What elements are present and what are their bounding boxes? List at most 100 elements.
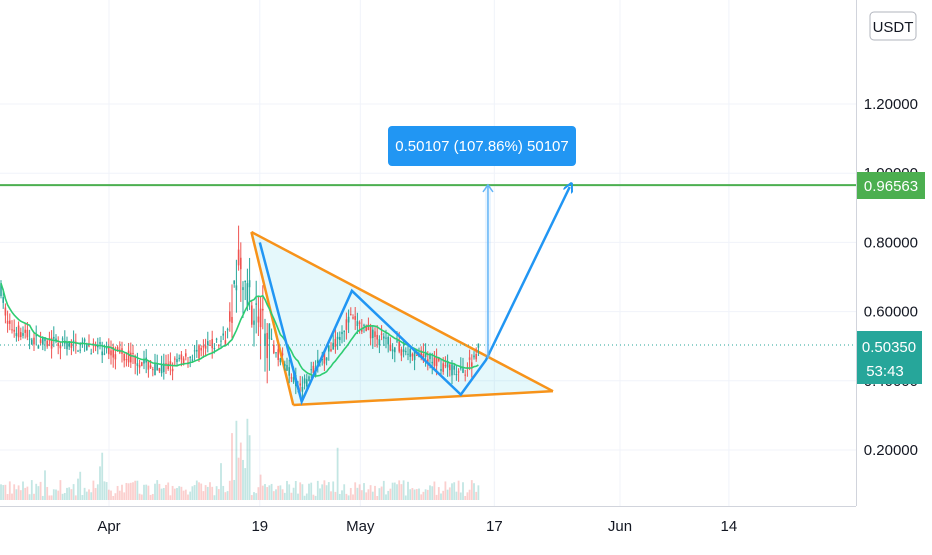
volume-bar xyxy=(343,484,346,500)
volume-bar xyxy=(222,485,225,500)
volume-bar xyxy=(415,489,418,500)
candle-body xyxy=(55,338,57,341)
volume-bar xyxy=(316,480,319,500)
candle-body xyxy=(152,369,154,371)
candle-body xyxy=(292,377,295,383)
candle-body xyxy=(37,345,40,349)
candle-body xyxy=(330,349,332,352)
volume-bar xyxy=(28,494,31,500)
candle-body xyxy=(165,363,167,365)
volume-bar xyxy=(246,418,249,500)
candle-body xyxy=(127,350,130,363)
volume-bar xyxy=(283,492,286,500)
candle-body xyxy=(6,320,9,324)
candle-body xyxy=(369,326,372,339)
currency-selector[interactable]: USDT xyxy=(869,11,917,41)
candle-body xyxy=(209,344,211,346)
volume-bar xyxy=(81,495,84,500)
volume-bar xyxy=(356,487,359,500)
volume-bar xyxy=(11,493,13,500)
currency-label: USDT xyxy=(873,19,914,36)
candle-body xyxy=(477,343,480,348)
candle-body xyxy=(339,337,341,341)
level-price-label: 0.96563 xyxy=(864,178,918,195)
candle-body xyxy=(189,357,191,359)
volume-bar xyxy=(138,493,141,500)
projection-path[interactable] xyxy=(258,187,570,406)
candle-body xyxy=(108,345,110,355)
volume-bar xyxy=(369,485,372,500)
wedge-left-edge xyxy=(250,231,295,406)
volume-bar xyxy=(294,480,297,500)
volume-bar xyxy=(184,489,187,500)
candle-body xyxy=(358,322,361,324)
volume-bar xyxy=(299,482,302,500)
volume-bar xyxy=(226,491,229,500)
volume-bar xyxy=(17,485,20,500)
volume-bar xyxy=(297,493,299,500)
candle-body xyxy=(248,280,251,288)
volume-bar xyxy=(105,482,108,500)
volume-bar xyxy=(270,483,273,500)
volume-bar xyxy=(77,478,79,500)
candle-body xyxy=(462,368,464,373)
volume-bar xyxy=(426,489,429,500)
volume-bar xyxy=(413,489,416,500)
volume-bar xyxy=(107,489,110,500)
volume-bar xyxy=(261,485,264,500)
volume-bar xyxy=(431,486,434,500)
volume-bar xyxy=(422,491,425,500)
candle-body xyxy=(26,329,29,338)
volume-bar xyxy=(114,493,117,500)
volume-bar xyxy=(191,486,194,500)
volume-bar xyxy=(367,489,370,500)
candle-body xyxy=(464,374,466,376)
volume-bar xyxy=(220,463,222,500)
x-axis-ticks[interactable]: Apr 19 May 17 Jun 14 xyxy=(97,518,737,535)
candle-body xyxy=(299,383,301,386)
candle-body xyxy=(77,350,79,352)
candle-body xyxy=(48,339,51,341)
volume-bar xyxy=(459,492,462,500)
candle-body xyxy=(347,316,350,323)
candle-body xyxy=(81,341,84,344)
candle-body xyxy=(433,357,436,366)
candle-body xyxy=(4,307,7,316)
volume-bar xyxy=(74,495,77,500)
candle-body xyxy=(163,363,165,373)
volume-bar xyxy=(404,495,407,500)
price-range-measure[interactable] xyxy=(482,183,494,359)
candle-body xyxy=(132,352,134,354)
volume-bar xyxy=(341,490,343,500)
candle-body xyxy=(270,338,273,340)
volume-bar xyxy=(253,492,255,500)
x-tick-label: 19 xyxy=(251,518,268,535)
volume-bar xyxy=(206,486,209,500)
candle-body xyxy=(457,371,460,373)
measure-label: 0.50107 (107.86%) 50107 xyxy=(388,126,576,166)
volume-bar xyxy=(279,485,282,500)
volume-bar xyxy=(61,493,64,500)
candle-body xyxy=(427,359,429,364)
price-axis[interactable] xyxy=(856,0,932,550)
candle-body xyxy=(356,321,359,326)
volume-bar xyxy=(134,480,137,500)
candle-body xyxy=(429,353,431,360)
candle-body xyxy=(57,343,59,347)
candle-body xyxy=(156,363,158,371)
volume-bar xyxy=(129,482,132,500)
candle-body xyxy=(286,365,288,371)
candle-body xyxy=(218,344,220,346)
volume-bar xyxy=(70,489,73,500)
volume-bar xyxy=(145,484,148,500)
candle-body xyxy=(398,341,400,352)
volume-bar xyxy=(281,489,284,500)
volume-bar xyxy=(116,485,119,500)
wedge-upper-line xyxy=(250,230,554,393)
volume-bar xyxy=(59,480,62,500)
volume-bar xyxy=(151,493,154,500)
volume-bar xyxy=(396,484,398,500)
volume-bar xyxy=(336,447,339,500)
candle-body xyxy=(420,350,422,358)
